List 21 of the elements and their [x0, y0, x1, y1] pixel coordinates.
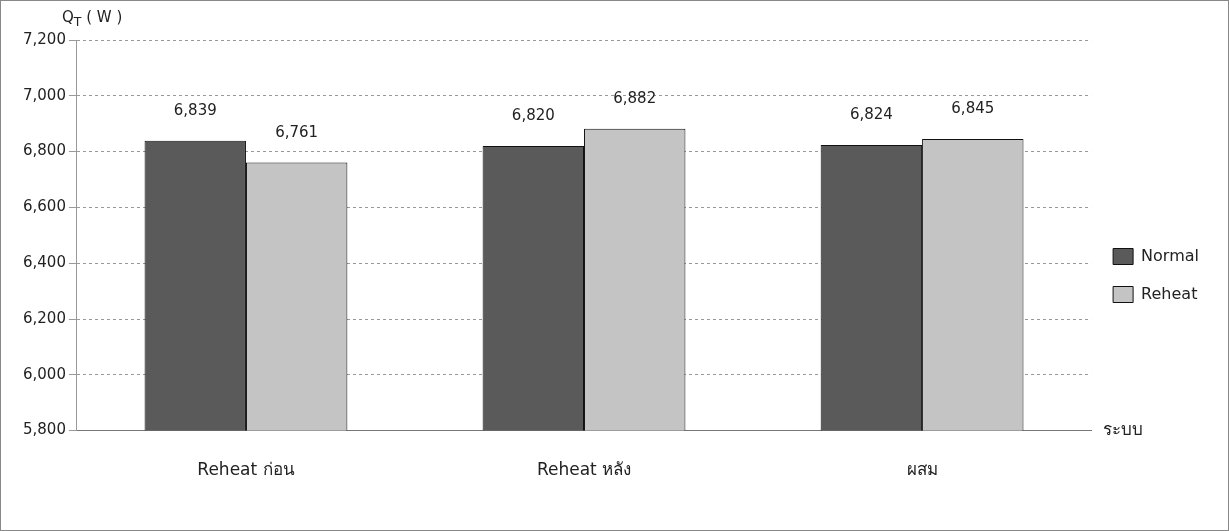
data-label: 6,839 [173, 101, 217, 120]
y-tick-label: 7,200 [22, 29, 66, 48]
y-tick-label: 6,200 [22, 308, 66, 327]
legend-label: Normal [1141, 245, 1199, 265]
y-tick-label: 6,000 [22, 364, 66, 383]
legend-label: Reheat [1141, 283, 1198, 303]
data-label: 6,824 [849, 105, 893, 124]
x-tick-label: ผสม [906, 459, 938, 480]
y-tick-label: 6,600 [22, 197, 66, 216]
y-axis-title: Q$_{T}$ ( W ) [62, 8, 123, 29]
y-tick-label: 6,400 [22, 253, 66, 272]
data-label: 6,761 [275, 122, 319, 141]
y-tick-label: 5,800 [22, 420, 66, 439]
y-tick-label: 7,000 [22, 85, 66, 104]
x-tick-label: Reheat ก่อน [197, 459, 295, 480]
data-label: 6,820 [511, 106, 555, 125]
data-label: 6,882 [613, 89, 657, 108]
data-label: 6,845 [951, 99, 995, 118]
x-axis-title: ระบบ [1103, 419, 1144, 440]
x-tick-label: Reheat หลัง [536, 459, 632, 480]
y-tick-label: 6,800 [22, 141, 66, 160]
